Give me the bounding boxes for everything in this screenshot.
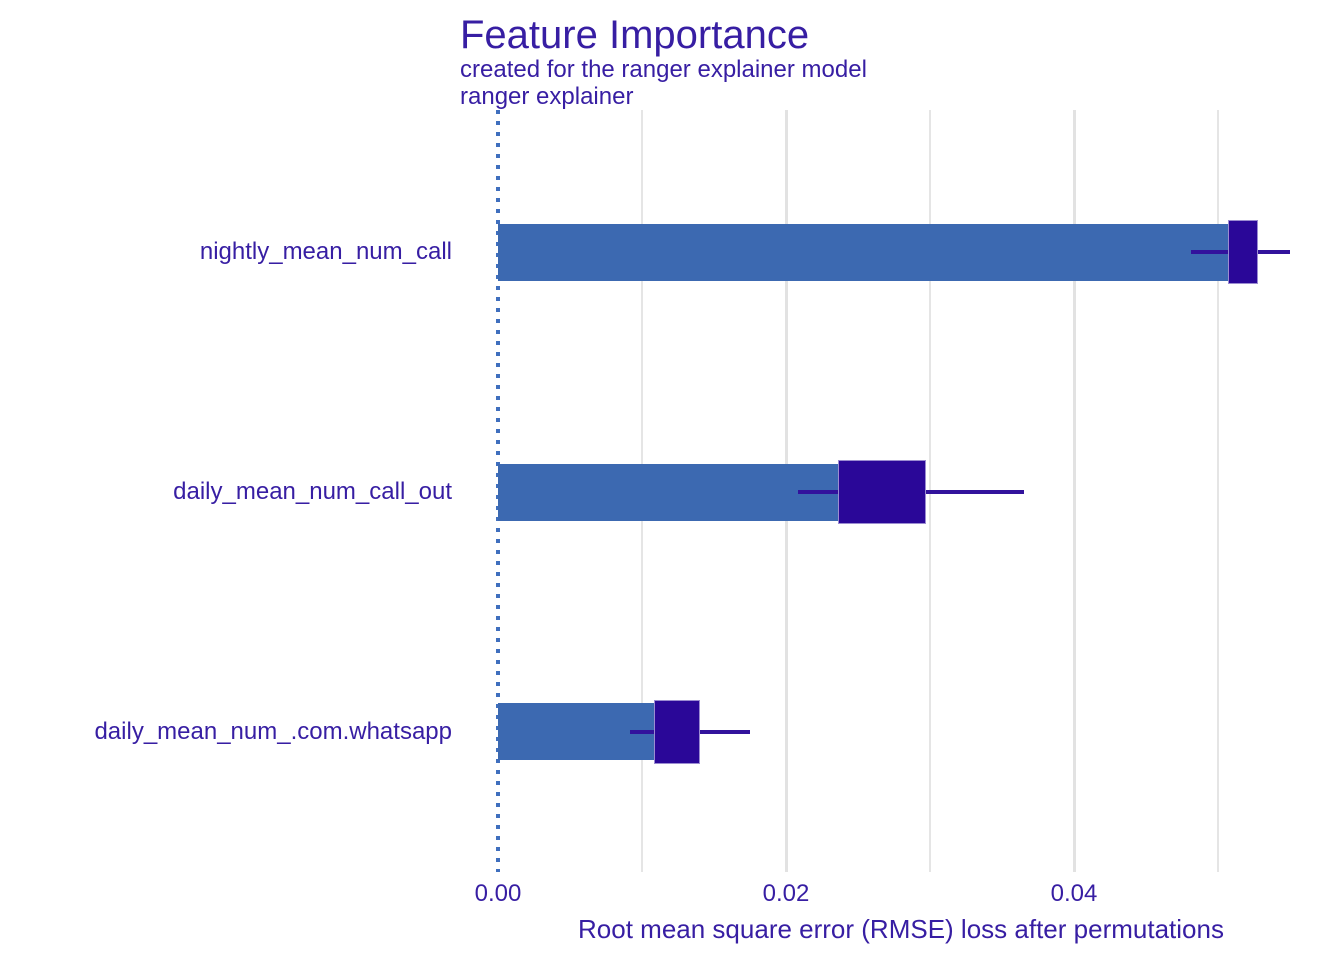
facet-strip-label: ranger explainer [460,83,634,110]
y-axis-category-label: daily_mean_num_call_out [173,478,452,505]
x-axis-tick-label: 0.00 [474,880,522,907]
chart-title: Feature Importance [460,13,810,57]
y-axis-category-label: nightly_mean_num_call [199,238,452,265]
boxplot-box [1228,220,1259,284]
y-axis-category-label: daily_mean_num_.com.whatsapp [94,717,452,745]
boxplot-box [653,699,700,764]
importance-bar [498,223,1243,281]
major-gridline [1072,110,1076,872]
x-axis-tick-label: 0.04 [1050,880,1098,907]
chart-subtitle: created for the ranger explainer model [460,56,867,83]
boxplot-box [837,460,926,524]
minor-gridline [1217,110,1219,872]
x-axis-tick-label: 0.02 [762,880,810,907]
x-axis-title: Root mean square error (RMSE) loss after… [578,914,1224,944]
